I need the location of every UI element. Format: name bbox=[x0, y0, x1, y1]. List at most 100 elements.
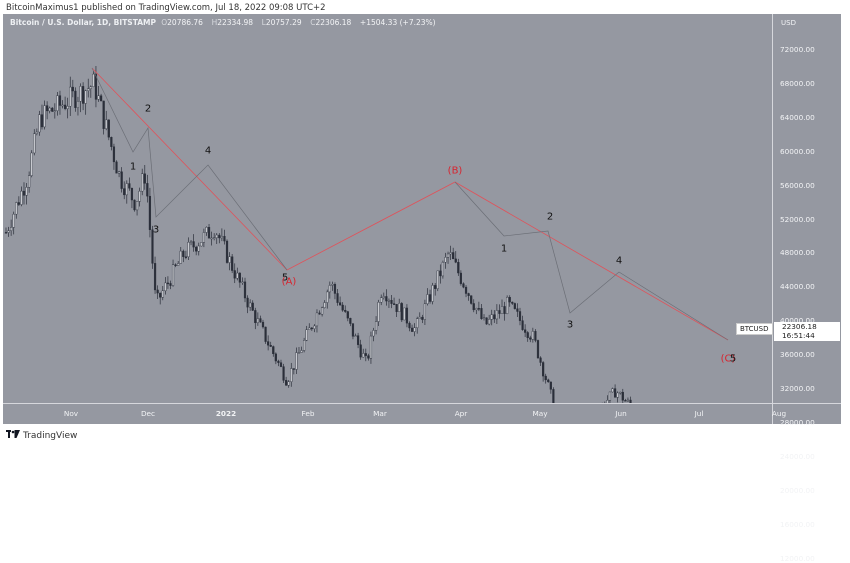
candle bbox=[542, 362, 545, 377]
high-value: 22334.98 bbox=[217, 18, 254, 27]
candle bbox=[218, 234, 221, 239]
candle bbox=[233, 270, 236, 279]
candle bbox=[102, 100, 105, 129]
candle bbox=[290, 368, 293, 382]
candle bbox=[20, 190, 23, 205]
candle bbox=[267, 341, 270, 346]
candle bbox=[94, 73, 98, 100]
wave-label[interactable]: (A) bbox=[281, 276, 297, 288]
wave-label[interactable]: 4 bbox=[204, 145, 212, 157]
time-tick: Nov bbox=[63, 409, 79, 418]
chart-plot-area[interactable] bbox=[3, 14, 772, 403]
candle bbox=[269, 344, 272, 347]
candle bbox=[297, 352, 301, 354]
candle bbox=[238, 272, 241, 283]
price-tick: 32000.00 bbox=[780, 384, 815, 393]
candle bbox=[56, 95, 59, 111]
candle bbox=[498, 310, 501, 314]
wave-label[interactable]: 3 bbox=[566, 319, 574, 331]
candle bbox=[15, 202, 18, 215]
candle bbox=[608, 391, 612, 401]
candle bbox=[413, 327, 416, 332]
candle bbox=[328, 285, 331, 293]
candle bbox=[192, 241, 195, 248]
candle bbox=[184, 256, 187, 258]
candle bbox=[61, 104, 64, 107]
time-tick: Apr bbox=[454, 409, 468, 418]
candle bbox=[490, 314, 493, 320]
candle bbox=[495, 310, 498, 320]
symbol-title[interactable]: Bitcoin / U.S. Dollar, 1D, BITSTAMP bbox=[10, 18, 157, 27]
wave-label[interactable]: 2 bbox=[144, 103, 152, 115]
candle bbox=[364, 353, 367, 356]
candle bbox=[613, 388, 617, 398]
candle bbox=[228, 256, 231, 263]
candle bbox=[277, 360, 280, 363]
candle bbox=[169, 283, 172, 286]
candle bbox=[223, 236, 226, 242]
wave-label[interactable]: 3 bbox=[152, 224, 160, 236]
price-tick: 16000.00 bbox=[780, 519, 815, 529]
candle bbox=[331, 284, 334, 286]
candlestick-chart[interactable] bbox=[3, 14, 772, 403]
candle bbox=[58, 95, 62, 106]
candle bbox=[521, 320, 524, 330]
abc-correction-line[interactable] bbox=[91, 67, 729, 341]
candle bbox=[356, 335, 360, 345]
candle bbox=[362, 353, 365, 358]
candle bbox=[236, 272, 239, 279]
candle bbox=[506, 297, 509, 314]
wave-label[interactable]: 5 bbox=[729, 353, 737, 365]
impulse-wave-line-1[interactable] bbox=[91, 67, 288, 271]
candle bbox=[46, 105, 49, 112]
candle bbox=[107, 119, 110, 138]
candle bbox=[256, 318, 259, 324]
candle bbox=[105, 119, 108, 129]
candle bbox=[151, 229, 154, 264]
wave-label[interactable]: (B) bbox=[447, 165, 463, 177]
candle bbox=[285, 380, 288, 386]
candle bbox=[354, 335, 357, 337]
candle bbox=[518, 311, 522, 321]
wave-label[interactable]: 5 bbox=[281, 272, 289, 284]
candle bbox=[470, 295, 473, 304]
wave-label[interactable]: 4 bbox=[615, 255, 623, 267]
candle bbox=[197, 245, 200, 252]
candle bbox=[482, 317, 486, 319]
candle bbox=[254, 310, 257, 324]
candle bbox=[395, 304, 398, 312]
candle bbox=[485, 317, 488, 325]
candle bbox=[123, 188, 126, 196]
price-tick: 20000.00 bbox=[780, 485, 815, 495]
price-tick: 24000.00 bbox=[780, 451, 815, 461]
wave-label[interactable]: 1 bbox=[129, 161, 137, 173]
tradingview-brand[interactable]: TradingView bbox=[6, 430, 77, 441]
candle bbox=[195, 246, 198, 252]
candle bbox=[225, 240, 229, 263]
candle bbox=[148, 195, 152, 230]
candle bbox=[30, 152, 33, 176]
candle bbox=[213, 237, 216, 239]
candle bbox=[449, 252, 452, 255]
candle bbox=[418, 316, 421, 319]
candle bbox=[300, 350, 303, 353]
candle bbox=[346, 311, 349, 319]
impulse-wave-line-2[interactable] bbox=[454, 181, 729, 341]
candle bbox=[182, 250, 185, 257]
candle bbox=[274, 353, 277, 362]
wave-label[interactable]: 2 bbox=[546, 211, 554, 223]
candle bbox=[349, 317, 352, 324]
candle bbox=[534, 331, 537, 341]
candle bbox=[141, 173, 144, 192]
chart-frame[interactable]: Bitcoin / U.S. Dollar, 1D, BITSTAMP O207… bbox=[3, 14, 841, 563]
candle bbox=[624, 400, 627, 402]
candle bbox=[10, 227, 13, 231]
wave-label[interactable]: (C) bbox=[720, 353, 736, 365]
candle bbox=[202, 232, 205, 243]
ohlc-legend: Bitcoin / U.S. Dollar, 1D, BITSTAMP O207… bbox=[10, 18, 436, 27]
price-tick: 68000.00 bbox=[780, 78, 815, 88]
wave-label[interactable]: 1 bbox=[500, 243, 508, 255]
candle bbox=[344, 309, 347, 312]
time-tick: Jun bbox=[615, 409, 627, 418]
candle bbox=[529, 337, 532, 340]
